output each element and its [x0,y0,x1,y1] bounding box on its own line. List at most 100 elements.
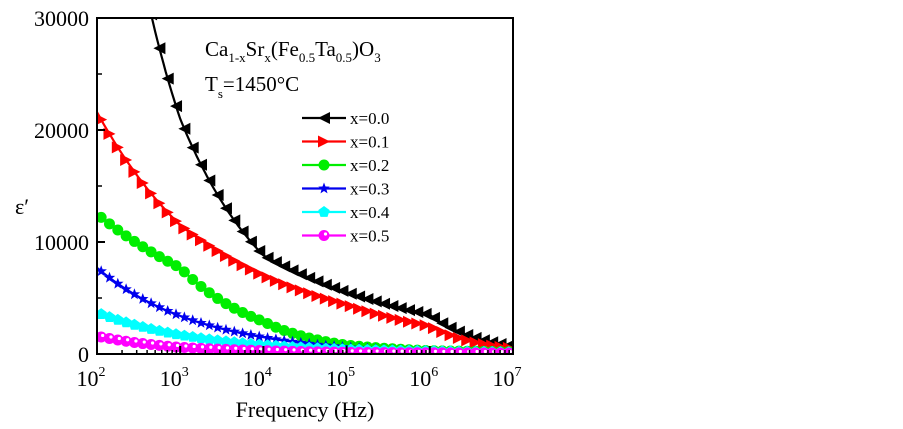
data-point [203,333,215,345]
data-point [427,322,440,335]
data-point [303,346,315,354]
data-point [270,345,282,354]
data-point [186,141,199,154]
data-point [361,305,374,318]
data-point [318,206,330,217]
data-point [178,222,191,235]
data-point [103,218,115,230]
data-point [178,329,191,341]
data-point [419,307,432,320]
data-point [245,310,257,322]
formula-sr: Sr [246,37,265,61]
data-point [244,263,257,276]
data-point [427,311,440,324]
data-point [470,347,482,354]
data-point [452,332,465,345]
y-tick-label: 10000 [34,230,89,255]
data-point [195,234,207,247]
data-point [345,346,357,354]
data-point [211,188,224,201]
data-point [211,321,224,333]
y-tick-label: 0 [78,342,89,367]
data-point [411,317,424,330]
data-point [318,182,330,194]
x-axis-title: Frequency (Hz) [236,397,375,422]
data-point [161,206,174,219]
data-point [394,313,407,326]
data-point [436,317,449,330]
data-point [103,333,115,345]
formula-sub5: 3 [374,50,381,65]
data-point [162,305,174,316]
data-point [137,338,149,350]
data-point [128,318,141,330]
data-point [270,321,282,333]
data-point [253,345,265,354]
data-point [294,284,307,297]
data-point [228,254,241,267]
data-point [478,347,490,354]
data-point [145,323,157,334]
data-point [103,271,116,283]
legend-item: x=0.0 [302,109,389,128]
data-point [153,301,166,313]
data-point [245,329,257,340]
data-point [453,347,465,354]
legend-item: x=0.5 [302,227,389,246]
data-point [303,271,316,284]
data-point [328,295,341,308]
data-point [103,127,116,140]
legend-label: x=0.3 [350,180,389,199]
data-point [187,331,199,342]
formula-o: )O [352,37,374,61]
svg-text:Ts=1450°C: Ts=1450°C [205,72,299,101]
data-point [287,327,299,339]
data-point [170,328,182,340]
svg-text:Ca1-xSrx(Fe0.5Ta0.5)O3: Ca1-xSrx(Fe0.5Ta0.5)O3 [205,37,381,65]
y-tick-label: 20000 [34,118,89,143]
data-point [269,256,282,269]
data-point [178,122,191,135]
data-point [228,325,240,337]
data-point [228,302,240,314]
data-point [253,330,265,342]
data-point [378,297,391,310]
legend-label: x=0.5 [350,227,389,246]
data-point [112,313,124,325]
data-point [219,249,232,262]
data-point [318,230,330,241]
data-point [236,225,249,238]
data-point [353,302,366,315]
data-point [162,340,174,352]
data-point [120,153,133,166]
data-point [178,311,191,323]
data-point [97,265,107,277]
data-point [145,339,157,351]
data-point [237,307,249,319]
data-point [295,330,307,342]
data-point [211,334,224,346]
data-point [203,239,216,252]
data-point [219,202,232,215]
series-x=0.1 [97,111,513,354]
data-point [145,246,157,258]
data-point [97,114,108,125]
data-point [253,314,265,326]
data-point [153,42,166,55]
data-point [137,293,149,304]
data-point [137,241,149,253]
data-point [261,251,274,264]
data-point [386,347,398,354]
data-point [153,324,166,336]
data-point [187,342,199,354]
data-point [378,309,391,322]
x-tick-label: 104 [243,365,272,391]
formula-ca: Ca [205,37,229,61]
data-point [444,329,457,342]
data-point [294,268,307,281]
data-point [261,332,274,343]
y-tick-label: 30000 [34,6,89,31]
data-point [97,211,107,223]
formula-annotation: Ca1-xSrx(Fe0.5Ta0.5)O3 [205,37,381,65]
